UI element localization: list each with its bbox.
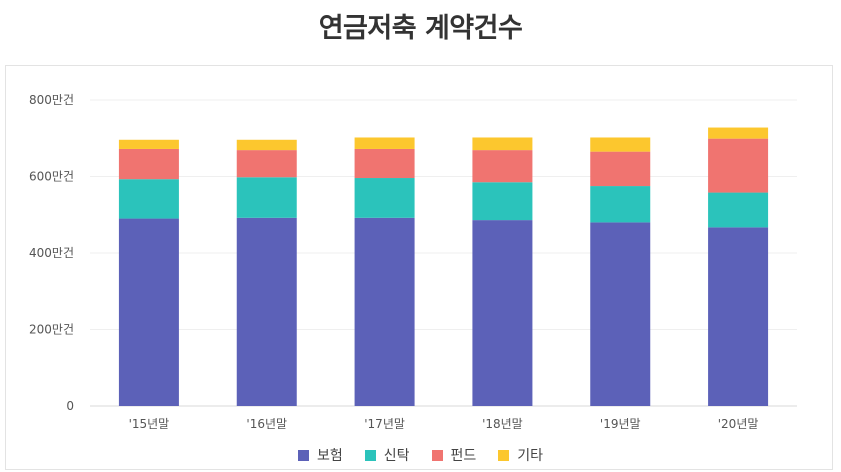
bar-segment <box>472 137 533 151</box>
legend-swatch <box>364 449 376 461</box>
bar-segment <box>354 178 415 218</box>
y-tick-label: 200만건 <box>29 323 74 337</box>
bar-segment <box>472 182 533 221</box>
x-tick-label: '20년말 <box>718 417 759 431</box>
bar-segment <box>236 177 297 218</box>
bar-segment <box>354 137 415 149</box>
legend: 보험 신탁 펀드 기타 <box>0 445 841 465</box>
bar-segment <box>590 151 651 187</box>
y-tick-label: 400만건 <box>29 246 74 260</box>
x-tick-label: '15년말 <box>129 417 170 431</box>
bar-segment <box>354 148 415 179</box>
x-tick-label: '18년말 <box>482 417 523 431</box>
bar-segment <box>590 222 651 406</box>
legend-swatch <box>431 449 443 461</box>
legend-swatch <box>498 449 510 461</box>
bar-segment <box>708 192 769 228</box>
bar-segment <box>708 138 769 193</box>
legend-label: 펀드 <box>450 448 477 464</box>
bar-segment <box>118 179 179 219</box>
y-tick-label: 600만건 <box>29 170 74 184</box>
legend-item: 펀드 <box>431 445 477 465</box>
bar-segment <box>118 218 179 406</box>
bar-segment <box>708 127 769 139</box>
legend-item: 신탁 <box>364 445 410 465</box>
bar-segment <box>354 217 415 406</box>
legend-item: 보험 <box>297 445 343 465</box>
bar-segment <box>590 137 651 152</box>
legend-label: 보험 <box>316 448 343 464</box>
bar-segment <box>590 186 651 223</box>
bar-segment <box>472 150 533 183</box>
bar-segment <box>472 220 533 406</box>
x-tick-label: '17년말 <box>364 417 405 431</box>
bar-segment <box>236 150 297 178</box>
chart-title: 연금저축 계약건수 <box>318 13 523 44</box>
legend-item: 기타 <box>498 445 543 465</box>
bar-segment <box>708 227 769 406</box>
bar-segment <box>118 148 179 180</box>
bar-segment <box>118 139 179 149</box>
legend-label: 기타 <box>517 448 544 464</box>
y-tick-label: 800만건 <box>29 93 74 107</box>
bar-segment <box>236 139 297 151</box>
legend-label: 신탁 <box>383 448 410 464</box>
x-tick-label: '16년말 <box>246 417 287 431</box>
y-tick-label: 0 <box>66 399 74 413</box>
x-tick-label: '19년말 <box>600 417 641 431</box>
legend-swatch <box>297 449 309 461</box>
bar-segment <box>236 217 297 406</box>
